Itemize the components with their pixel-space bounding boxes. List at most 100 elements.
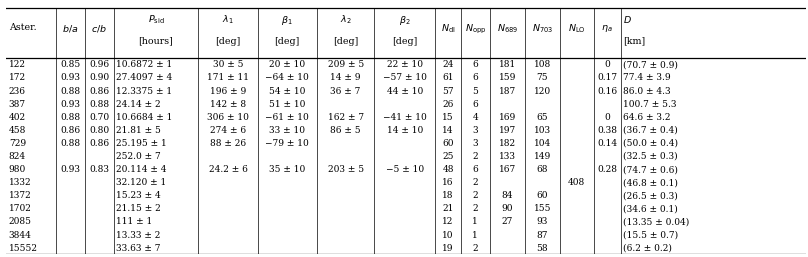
Text: (6.2 ± 0.2): (6.2 ± 0.2) <box>623 244 672 253</box>
Text: $\lambda_2$: $\lambda_2$ <box>340 14 351 26</box>
Text: (32.5 ± 0.3): (32.5 ± 0.3) <box>623 152 678 161</box>
Text: 36 ± 7: 36 ± 7 <box>330 87 361 96</box>
Text: 14 ± 9: 14 ± 9 <box>330 74 361 82</box>
Text: 20 ± 10: 20 ± 10 <box>269 60 305 69</box>
Text: 21: 21 <box>442 204 454 213</box>
Text: −79 ± 10: −79 ± 10 <box>265 139 309 148</box>
Text: 6: 6 <box>473 165 478 174</box>
Text: 24.14 ± 2: 24.14 ± 2 <box>116 100 161 109</box>
Text: 5: 5 <box>473 87 478 96</box>
Text: 167: 167 <box>499 165 516 174</box>
Text: 0.88: 0.88 <box>61 87 81 96</box>
Text: −41 ± 10: −41 ± 10 <box>383 113 427 122</box>
Text: 77.4 ± 3.9: 77.4 ± 3.9 <box>623 74 671 82</box>
Text: $N_{689}$: $N_{689}$ <box>497 23 518 35</box>
Text: 86.0 ± 4.3: 86.0 ± 4.3 <box>623 87 671 96</box>
Text: 93: 93 <box>537 217 548 226</box>
Text: $N_{\rm dl}$: $N_{\rm dl}$ <box>440 23 456 35</box>
Text: $\beta_2$: $\beta_2$ <box>399 14 410 27</box>
Text: 0.88: 0.88 <box>89 100 109 109</box>
Text: 1372: 1372 <box>9 191 32 200</box>
Text: 24.2 ± 6: 24.2 ± 6 <box>208 165 247 174</box>
Text: $\eta_a$: $\eta_a$ <box>601 23 613 34</box>
Text: 209 ± 5: 209 ± 5 <box>327 60 364 69</box>
Text: 32.120 ± 1: 32.120 ± 1 <box>116 178 166 187</box>
Text: 0.86: 0.86 <box>89 139 109 148</box>
Text: 155: 155 <box>533 204 551 213</box>
Text: 236: 236 <box>9 87 26 96</box>
Text: 1332: 1332 <box>9 178 32 187</box>
Text: 0.96: 0.96 <box>89 60 109 69</box>
Text: 10.6872 ± 1: 10.6872 ± 1 <box>116 60 172 69</box>
Text: 84: 84 <box>502 191 513 200</box>
Text: (15.5 ± 0.7): (15.5 ± 0.7) <box>623 231 679 240</box>
Text: −57 ± 10: −57 ± 10 <box>383 74 427 82</box>
Text: (70.7 ± 0.9): (70.7 ± 0.9) <box>623 60 678 69</box>
Text: 0.80: 0.80 <box>89 126 109 135</box>
Text: $P_{\rm sid}$: $P_{\rm sid}$ <box>148 14 164 26</box>
Text: 197: 197 <box>499 126 516 135</box>
Text: 57: 57 <box>442 87 454 96</box>
Text: 387: 387 <box>9 100 26 109</box>
Text: $D$: $D$ <box>623 14 632 25</box>
Text: [deg]: [deg] <box>216 36 241 45</box>
Text: 15.23 ± 4: 15.23 ± 4 <box>116 191 161 200</box>
Text: (50.0 ± 0.4): (50.0 ± 0.4) <box>623 139 678 148</box>
Text: 1: 1 <box>473 231 478 240</box>
Text: [deg]: [deg] <box>392 36 418 45</box>
Text: −61 ± 10: −61 ± 10 <box>265 113 309 122</box>
Text: 2: 2 <box>473 191 478 200</box>
Text: [deg]: [deg] <box>333 36 358 45</box>
Text: 100.7 ± 5.3: 100.7 ± 5.3 <box>623 100 677 109</box>
Text: (13.35 ± 0.04): (13.35 ± 0.04) <box>623 217 689 226</box>
Text: 2: 2 <box>473 244 478 253</box>
Text: 159: 159 <box>499 74 516 82</box>
Text: 274 ± 6: 274 ± 6 <box>210 126 246 135</box>
Text: 0.17: 0.17 <box>597 74 617 82</box>
Text: 22 ± 10: 22 ± 10 <box>387 60 423 69</box>
Text: 104: 104 <box>534 139 551 148</box>
Text: 108: 108 <box>534 60 551 69</box>
Text: 824: 824 <box>9 152 26 161</box>
Text: 0.86: 0.86 <box>89 87 109 96</box>
Text: 68: 68 <box>537 165 548 174</box>
Text: (26.5 ± 0.3): (26.5 ± 0.3) <box>623 191 678 200</box>
Text: 1: 1 <box>473 217 478 226</box>
Text: 0: 0 <box>604 60 610 69</box>
Text: 16: 16 <box>442 178 454 187</box>
Text: (36.7 ± 0.4): (36.7 ± 0.4) <box>623 126 678 135</box>
Text: 64.6 ± 3.2: 64.6 ± 3.2 <box>623 113 671 122</box>
Text: 142 ± 8: 142 ± 8 <box>210 100 246 109</box>
Text: 65: 65 <box>537 113 548 122</box>
Text: 60: 60 <box>537 191 548 200</box>
Text: 2: 2 <box>473 152 478 161</box>
Text: (34.6 ± 0.1): (34.6 ± 0.1) <box>623 204 678 213</box>
Text: 0.90: 0.90 <box>89 74 109 82</box>
Text: 14: 14 <box>442 126 454 135</box>
Text: 27.4097 ± 4: 27.4097 ± 4 <box>116 74 172 82</box>
Text: 149: 149 <box>534 152 551 161</box>
Text: 10.6684 ± 1: 10.6684 ± 1 <box>116 113 172 122</box>
Text: 27: 27 <box>502 217 513 226</box>
Text: 4: 4 <box>473 113 478 122</box>
Text: 133: 133 <box>499 152 516 161</box>
Text: 187: 187 <box>499 87 516 96</box>
Text: 24: 24 <box>442 60 454 69</box>
Text: $N_{\rm opp}$: $N_{\rm opp}$ <box>465 23 486 36</box>
Text: 162 ± 7: 162 ± 7 <box>327 113 364 122</box>
Text: 12: 12 <box>442 217 454 226</box>
Text: 6: 6 <box>473 60 478 69</box>
Text: 20.114 ± 4: 20.114 ± 4 <box>116 165 166 174</box>
Text: [hours]: [hours] <box>139 36 174 45</box>
Text: −64 ± 10: −64 ± 10 <box>265 74 309 82</box>
Text: 21.15 ± 2: 21.15 ± 2 <box>116 204 161 213</box>
Text: 0.93: 0.93 <box>61 74 81 82</box>
Text: 3: 3 <box>473 126 478 135</box>
Text: $\beta_1$: $\beta_1$ <box>281 14 293 27</box>
Text: 61: 61 <box>442 74 454 82</box>
Text: 60: 60 <box>442 139 454 148</box>
Text: 10: 10 <box>442 231 454 240</box>
Text: 0.88: 0.88 <box>61 139 81 148</box>
Text: 15552: 15552 <box>9 244 38 253</box>
Text: $N_{\rm LO}$: $N_{\rm LO}$ <box>568 23 586 35</box>
